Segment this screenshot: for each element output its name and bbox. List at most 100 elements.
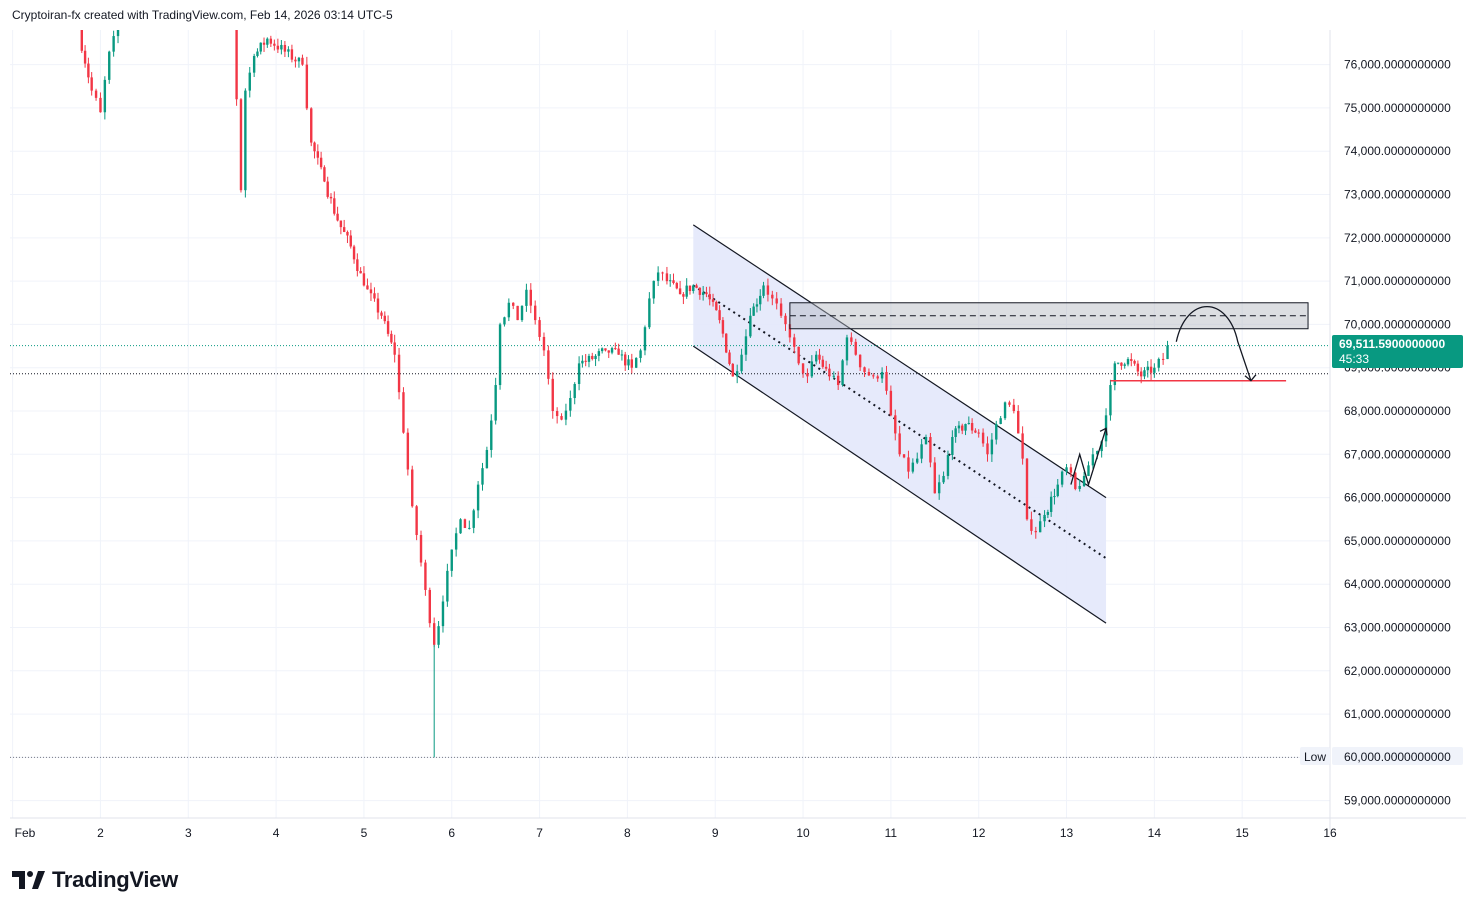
breakout-arrow-head <box>1099 427 1108 436</box>
candle-body <box>248 72 251 91</box>
candle-body <box>990 439 994 455</box>
candle-body <box>390 333 393 343</box>
candle-body <box>974 430 977 433</box>
candle-body <box>1053 496 1056 498</box>
candle-body <box>525 289 528 306</box>
chart-attribution: Cryptoiran-fx created with TradingView.c… <box>12 8 393 22</box>
candle-body <box>749 315 752 337</box>
price-tick-label: 73,000.0000000000 <box>1344 188 1451 202</box>
candle-body <box>393 342 396 355</box>
descending-channel <box>692 224 1107 624</box>
price-tick-label: 68,000.0000000000 <box>1344 404 1451 418</box>
candle-body <box>1113 363 1117 386</box>
candle-body <box>634 357 638 368</box>
candle-body <box>652 280 655 299</box>
channel-lower-line <box>692 345 1107 624</box>
candle-body <box>542 336 546 351</box>
tradingview-logo[interactable]: TradingView <box>12 867 178 893</box>
candle-body <box>954 428 957 437</box>
price-tick-label: 74,000.0000000000 <box>1344 144 1451 158</box>
candle-body <box>597 351 601 356</box>
candle-body <box>1146 366 1149 371</box>
channel-fill <box>693 224 1107 624</box>
candle-body <box>555 411 559 417</box>
candle-body <box>801 363 805 374</box>
candle-body <box>1012 404 1016 412</box>
candle-body <box>995 424 998 440</box>
candle-body <box>235 30 238 100</box>
candle-body <box>276 45 280 50</box>
candle-body <box>283 44 287 52</box>
price-tick-label: 66,000.0000000000 <box>1344 491 1451 505</box>
candle-body <box>937 482 941 494</box>
time-tick-label: 9 <box>712 826 719 840</box>
candle-body <box>1021 433 1024 459</box>
candle-body <box>415 506 418 536</box>
candle-body <box>1100 441 1103 452</box>
candle-body <box>326 181 329 197</box>
candle-body <box>533 305 537 321</box>
candle-body <box>911 462 915 472</box>
candle-body <box>815 354 818 362</box>
candle-body <box>411 469 414 507</box>
chart-background <box>10 30 1466 846</box>
candle-body <box>933 462 936 494</box>
low-label-text: Low <box>1304 750 1326 764</box>
candle-body <box>725 333 728 353</box>
candle-body <box>301 57 304 65</box>
candle-body <box>1025 458 1029 520</box>
candle-body <box>80 30 83 51</box>
candle-body <box>380 312 383 316</box>
price-tick-label: 70,000.0000000000 <box>1344 317 1451 331</box>
candle-body <box>323 167 326 182</box>
candle-body <box>346 231 349 236</box>
chart-canvas[interactable]: 59,000.0000000000 60,000.0000000000 61,000… <box>10 30 1466 846</box>
candle-body <box>516 305 519 321</box>
candle-body <box>731 363 734 377</box>
candle-body <box>711 299 715 302</box>
candle-body <box>1049 496 1053 512</box>
candle-body <box>485 449 489 469</box>
candle-body <box>735 371 739 377</box>
candle-body <box>675 283 679 289</box>
candle-body <box>695 285 698 288</box>
drawing-annotations <box>789 302 1309 487</box>
time-tick-label: 8 <box>624 826 631 840</box>
candle-body <box>821 359 825 367</box>
candle-body <box>424 562 427 590</box>
candle-body <box>356 259 359 272</box>
candle-body <box>779 303 783 316</box>
candle-body <box>788 324 792 338</box>
current-price-countdown: 45:33 <box>1339 352 1369 366</box>
time-axis[interactable]: Feb 2 3 4 5 6 7 8 9 10 11 12 13 14 15 16 <box>15 826 1337 840</box>
candle-body <box>419 535 423 563</box>
candle-body <box>951 436 954 456</box>
candle-body <box>607 350 610 353</box>
candle-body <box>810 361 814 377</box>
candle-body <box>468 527 471 529</box>
candle-body <box>793 337 796 347</box>
price-axis[interactable]: 59,000.0000000000 60,000.0000000000 61,000… <box>1344 58 1451 808</box>
candle-body <box>252 55 256 73</box>
price-chart[interactable]: 59,000.0000000000 60,000.0000000000 61,000… <box>10 30 1466 846</box>
candle-body <box>362 273 366 286</box>
candle-body <box>397 354 401 393</box>
price-badges: 69,511.5900000000 45:33 Low 60,000.00000… <box>1300 335 1463 765</box>
price-tick-label: 75,000.0000000000 <box>1344 101 1451 115</box>
candle-body <box>876 376 879 379</box>
candle-body <box>1133 360 1136 364</box>
candle-body <box>850 337 853 342</box>
low-value-badge <box>1332 747 1463 765</box>
candle-body <box>841 360 844 386</box>
candle-body <box>564 410 568 420</box>
time-tick-label: 5 <box>361 826 368 840</box>
candle-body <box>103 79 107 113</box>
candle-body <box>740 354 743 372</box>
candle-body <box>682 294 685 297</box>
candle-body <box>441 601 445 627</box>
candle-body <box>705 292 708 295</box>
candle-body <box>600 348 604 352</box>
candle-body <box>1056 484 1059 497</box>
candle-body <box>854 341 857 355</box>
candle-body <box>273 43 276 46</box>
